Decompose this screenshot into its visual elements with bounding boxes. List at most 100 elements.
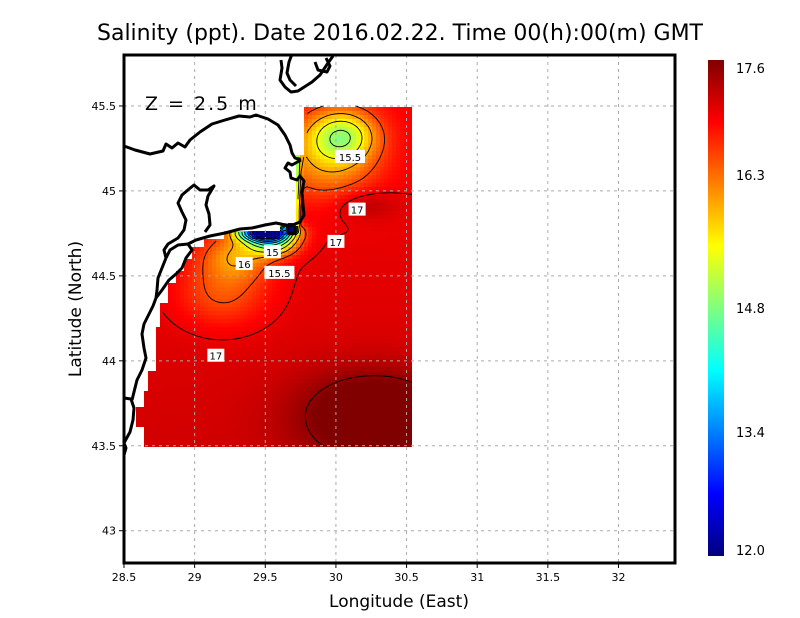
field-cell bbox=[376, 287, 380, 291]
field-cell bbox=[352, 427, 356, 431]
field-cell bbox=[320, 287, 324, 291]
field-cell bbox=[296, 271, 300, 275]
field-cell bbox=[332, 375, 336, 379]
field-cell bbox=[324, 343, 328, 347]
field-cell bbox=[340, 207, 344, 211]
field-cell bbox=[336, 295, 340, 299]
field-cell bbox=[356, 391, 360, 395]
field-cell bbox=[368, 343, 372, 347]
field-cell bbox=[376, 431, 380, 435]
field-cell bbox=[256, 287, 260, 291]
field-cell bbox=[304, 215, 308, 219]
field-cell bbox=[344, 163, 348, 167]
field-cell bbox=[396, 311, 400, 315]
field-cell bbox=[364, 339, 368, 343]
field-cell bbox=[384, 291, 388, 295]
field-cell bbox=[388, 239, 392, 243]
field-cell bbox=[344, 307, 348, 311]
field-cell bbox=[360, 323, 364, 327]
field-cell bbox=[396, 199, 400, 203]
field-cell bbox=[200, 287, 204, 291]
field-cell bbox=[296, 299, 300, 303]
field-cell bbox=[396, 419, 400, 423]
field-cell bbox=[352, 335, 356, 339]
field-cell bbox=[384, 167, 388, 171]
field-cell bbox=[388, 167, 392, 171]
field-cell bbox=[392, 351, 396, 355]
field-cell bbox=[304, 307, 308, 311]
field-cell bbox=[388, 427, 392, 431]
field-cell bbox=[404, 123, 408, 127]
field-cell bbox=[324, 435, 328, 439]
field-cell bbox=[232, 427, 236, 431]
field-cell bbox=[284, 415, 288, 419]
field-cell bbox=[224, 267, 228, 271]
field-cell bbox=[300, 247, 304, 251]
contour-label-bg bbox=[263, 245, 281, 259]
field-cell bbox=[372, 223, 376, 227]
field-cell bbox=[192, 311, 196, 315]
field-cell bbox=[264, 291, 268, 295]
field-cell bbox=[332, 271, 336, 275]
field-cell bbox=[332, 327, 336, 331]
field-cell bbox=[236, 347, 240, 351]
field-cell bbox=[260, 283, 264, 287]
field-cell bbox=[316, 323, 320, 327]
field-cell bbox=[344, 207, 348, 211]
field-cell bbox=[260, 235, 264, 239]
field-cell bbox=[404, 119, 408, 123]
field-cell bbox=[384, 219, 388, 223]
field-cell bbox=[268, 299, 272, 303]
field-cell bbox=[400, 147, 404, 151]
field-cell bbox=[232, 291, 236, 295]
field-cell bbox=[196, 403, 200, 407]
field-cell bbox=[228, 271, 232, 275]
field-cell bbox=[328, 411, 332, 415]
field-cell bbox=[188, 411, 192, 415]
field-cell bbox=[180, 371, 184, 375]
field-cell bbox=[240, 295, 244, 299]
contour-line bbox=[304, 375, 413, 446]
field-cell bbox=[220, 295, 224, 299]
field-cell bbox=[352, 179, 356, 183]
field-cell bbox=[408, 107, 412, 111]
field-cell bbox=[288, 439, 292, 443]
field-cell bbox=[408, 187, 412, 191]
field-cell bbox=[292, 339, 296, 343]
field-cell bbox=[164, 431, 168, 435]
field-cell bbox=[168, 403, 172, 407]
field-cell bbox=[252, 239, 256, 243]
field-cell bbox=[384, 287, 388, 291]
field-cell bbox=[232, 387, 236, 391]
field-cell bbox=[408, 215, 412, 219]
field-cell bbox=[176, 299, 180, 303]
field-cell bbox=[380, 207, 384, 211]
field-cell bbox=[392, 223, 396, 227]
field-cell bbox=[236, 239, 240, 243]
field-cell bbox=[344, 399, 348, 403]
field-cell bbox=[396, 259, 400, 263]
field-cell bbox=[280, 315, 284, 319]
field-cell bbox=[352, 187, 356, 191]
field-cell bbox=[332, 155, 336, 159]
field-cell bbox=[380, 183, 384, 187]
field-cell bbox=[408, 155, 412, 159]
field-cell bbox=[208, 411, 212, 415]
field-cell bbox=[352, 199, 356, 203]
field-cell bbox=[312, 351, 316, 355]
field-cell bbox=[192, 315, 196, 319]
field-cell bbox=[216, 399, 220, 403]
field-cell bbox=[376, 371, 380, 375]
field-cell bbox=[312, 159, 316, 163]
field-cell bbox=[384, 407, 388, 411]
field-cell bbox=[164, 307, 168, 311]
field-cell bbox=[292, 351, 296, 355]
contour-label-text: 16 bbox=[238, 260, 251, 271]
field-cell bbox=[344, 423, 348, 427]
field-cell bbox=[260, 423, 264, 427]
field-cell bbox=[344, 247, 348, 251]
field-cell bbox=[304, 283, 308, 287]
field-cell bbox=[212, 251, 216, 255]
field-cell bbox=[212, 367, 216, 371]
field-cell bbox=[360, 147, 364, 151]
